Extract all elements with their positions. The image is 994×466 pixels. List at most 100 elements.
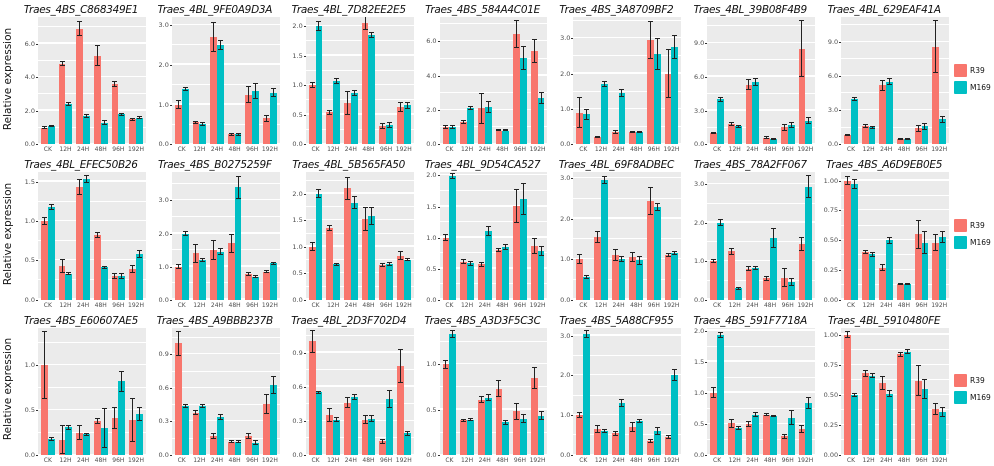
error-bar (630, 130, 636, 134)
gridline-minor (38, 93, 146, 95)
x-tick-label: 24H (880, 301, 893, 309)
bar-slot (921, 172, 929, 300)
bar-group (57, 172, 75, 300)
bar-slot (805, 17, 813, 145)
bar-m169 (181, 405, 189, 455)
bar-slot (921, 328, 929, 455)
y-tick-label: 0.0 (693, 295, 708, 304)
y-tick-label: 0.0 (426, 295, 441, 304)
error-bar (94, 232, 100, 239)
x-axis: CK 12H 24H 48H 96H 192H (573, 455, 681, 466)
error-bar (619, 399, 625, 408)
error-bar (246, 85, 252, 104)
bar-group (39, 172, 57, 300)
bar-r39 (594, 237, 601, 300)
bar-r39 (361, 219, 369, 300)
bar-r39 (763, 414, 771, 455)
bar-group (458, 172, 476, 300)
error-bar (246, 271, 252, 276)
bar-r39 (41, 221, 48, 300)
error-bar (316, 391, 322, 394)
x-tick-label: 96H (380, 301, 393, 309)
x-tick-label: 96H (112, 146, 125, 154)
chart-title: Traes_4BS_584A4C01E (425, 4, 540, 16)
error-bar (531, 237, 537, 254)
bar-slot (798, 17, 806, 145)
bar-slot (216, 328, 224, 455)
x-tick-label: 12H (728, 146, 741, 154)
x-tick-label: 48H (496, 146, 509, 154)
bar-r39 (263, 118, 270, 145)
y-tick-label: 4.0 (24, 73, 39, 82)
gridline-minor (707, 438, 816, 440)
bar-slot (403, 328, 411, 455)
error-bar (461, 418, 467, 423)
bar-slot (914, 172, 922, 300)
gridline-major (707, 298, 816, 300)
y-axis: 0.0 3.0 6.0 9.0 (819, 17, 842, 148)
bar-slot (350, 328, 358, 455)
gridline-major (439, 236, 548, 238)
gridline-minor (707, 407, 816, 409)
bar-slot (227, 17, 235, 145)
bar-m169 (449, 176, 457, 300)
bar-slot (199, 17, 207, 145)
chart-title: Traes_4BL_EFEC50B26 (24, 159, 138, 172)
x-tick-label: 192H (128, 301, 144, 309)
bar-slot (903, 328, 911, 455)
gridline-minor (841, 224, 950, 226)
bar-slot (618, 17, 626, 145)
bar-slot (763, 17, 771, 145)
error-bar (619, 88, 625, 98)
bar-slot (403, 172, 411, 300)
error-bar (112, 80, 118, 88)
bar-m169 (83, 115, 90, 145)
x-tick-label: 24H (77, 456, 90, 464)
x-tick-label: 12H (460, 301, 474, 309)
y-tick-label: 0.0 (158, 140, 173, 149)
bar-group (708, 172, 726, 300)
bar-group (57, 328, 75, 455)
error-bar (334, 78, 340, 84)
x-tick-label: 96H (647, 146, 660, 154)
gridline-minor (171, 183, 280, 184)
gridline-major (841, 108, 950, 111)
bar-r39 (879, 382, 887, 455)
x-tick-label: 24H (612, 301, 625, 309)
error-bar (647, 186, 653, 215)
error-bar (101, 265, 107, 270)
error-bar (940, 115, 946, 123)
gridline-minor (841, 58, 950, 60)
chart-panel: Traes_4BS_78A2FF067 0.0 1.0 2.0 3.0 CK 12H 24H 4… (684, 157, 818, 310)
gridline-major (171, 353, 280, 355)
gridline-major (305, 298, 414, 300)
bar-group (191, 17, 209, 145)
x-tick-label: CK (311, 456, 320, 464)
bar-slot (129, 17, 137, 145)
gridline-major (707, 259, 816, 262)
bar-m169 (734, 126, 742, 145)
y-axis: 0.0 0.5 1.0 1.5 2.0 (284, 17, 307, 148)
bar-group (127, 17, 145, 145)
plot-area (305, 172, 414, 300)
bar-slot (653, 172, 661, 300)
error-bar (41, 217, 47, 225)
gridline-minor (573, 278, 682, 280)
x-tick-label: 96H (647, 456, 660, 464)
gridline-minor (841, 284, 950, 285)
x-axis: CK 12H 24H 48H 96H 192H (841, 144, 949, 155)
x-tick-label: 12H (594, 456, 607, 464)
bar-m169 (519, 58, 527, 145)
bar-m169 (449, 334, 457, 455)
bar-m169 (850, 184, 858, 300)
bar-slot (47, 17, 55, 145)
bar-slot (368, 172, 376, 300)
bar-slot (770, 328, 777, 455)
y-tick-label: 1.0 (292, 242, 307, 251)
bar-slot (886, 172, 894, 300)
x-tick-label: 12H (862, 146, 875, 154)
x-tick-label: 192H (529, 146, 546, 154)
bar-r39 (210, 250, 217, 300)
x-tick-label: 24H (478, 146, 491, 154)
bar-slot (805, 328, 813, 455)
